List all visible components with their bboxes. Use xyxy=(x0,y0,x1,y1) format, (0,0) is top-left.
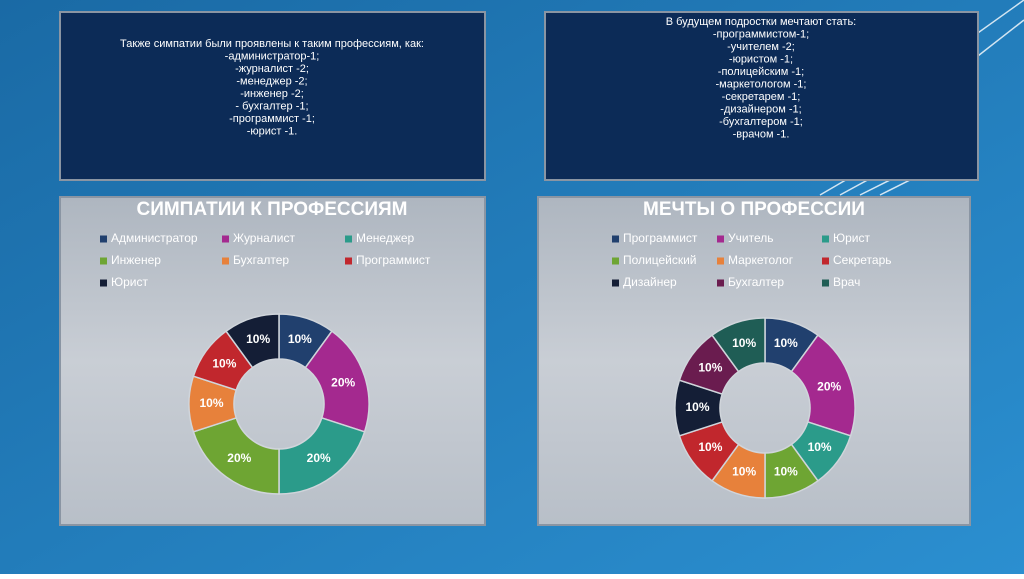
data-label: 20% xyxy=(307,451,331,465)
legend-swatch xyxy=(822,279,829,287)
legend-label: Программист xyxy=(623,231,698,245)
data-label: 10% xyxy=(774,464,798,478)
legend-label: Бухгалтер xyxy=(728,275,784,289)
legend-swatch xyxy=(100,235,107,243)
legend-label: Дизайнер xyxy=(623,275,677,289)
text-line: -учителем -2; xyxy=(727,41,795,53)
text-line: -менеджер -2; xyxy=(236,75,307,87)
legend-swatch xyxy=(612,235,619,243)
chart-title: МЕЧТЫ О ПРОФЕССИИ xyxy=(643,199,865,220)
legend-swatch xyxy=(717,235,724,243)
legend-swatch xyxy=(222,235,229,243)
text-line: -врачом -1. xyxy=(733,128,790,140)
legend-swatch xyxy=(612,279,619,287)
data-label: 10% xyxy=(808,440,832,454)
legend-label: Журналист xyxy=(233,231,295,245)
legend-swatch xyxy=(717,279,724,287)
legend-label: Программист xyxy=(356,253,431,267)
data-label: 20% xyxy=(331,375,355,389)
text-line: -маркетологом -1; xyxy=(716,78,807,90)
data-label: 10% xyxy=(199,396,223,410)
text-line: -секретарем -1; xyxy=(722,91,801,103)
data-label: 10% xyxy=(685,400,709,414)
text-line: -дизайнером -1; xyxy=(720,103,801,115)
legend-label: Юрист xyxy=(111,275,149,289)
legend-label: Секретарь xyxy=(833,253,892,267)
text-line: -программист -1; xyxy=(229,113,315,125)
donut-slice xyxy=(711,317,766,373)
text-line: В будущем подростки мечтают стать: xyxy=(666,16,857,28)
data-label: 20% xyxy=(227,451,251,465)
data-label: 10% xyxy=(732,336,756,350)
text-line: - бухгалтер -1; xyxy=(235,100,308,112)
data-label: 10% xyxy=(212,356,236,370)
legend-label: Полицейский xyxy=(623,253,697,267)
legend-swatch xyxy=(345,257,352,265)
legend-swatch xyxy=(222,257,229,265)
donut-slice xyxy=(225,313,280,369)
legend-swatch xyxy=(612,257,619,265)
text-line: -программистом-1; xyxy=(713,28,809,40)
text-line: -юристом -1; xyxy=(729,53,793,65)
text-box xyxy=(59,11,486,181)
data-label: 10% xyxy=(774,336,798,350)
text-line: -бухгалтером -1; xyxy=(719,116,803,128)
legend-label: Бухгалтер xyxy=(233,253,289,267)
legend-label: Администратор xyxy=(111,231,198,245)
legend-swatch xyxy=(100,279,107,287)
legend-swatch xyxy=(717,257,724,265)
legend-label: Инженер xyxy=(111,253,161,267)
data-label: 10% xyxy=(698,440,722,454)
text-line: -юрист -1. xyxy=(247,125,298,137)
legend-label: Менеджер xyxy=(356,231,415,245)
text-line: -администратор-1; xyxy=(225,50,320,62)
legend-label: Врач xyxy=(833,275,860,289)
text-box xyxy=(544,11,979,181)
legend-swatch xyxy=(100,257,107,265)
text-line: -журналист -2; xyxy=(235,63,309,75)
data-label: 10% xyxy=(698,360,722,374)
data-label: 10% xyxy=(246,332,270,346)
legend-label: Юрист xyxy=(833,231,871,245)
legend-swatch xyxy=(345,235,352,243)
data-label: 20% xyxy=(817,379,841,393)
data-label: 10% xyxy=(732,464,756,478)
legend-label: Маркетолог xyxy=(728,253,794,267)
legend-label: Учитель xyxy=(728,231,773,245)
text-line: Также симпатии были проявлены к таким пр… xyxy=(120,38,424,50)
legend-swatch xyxy=(822,235,829,243)
chart-title: СИМПАТИИ К ПРОФЕССИЯМ xyxy=(136,199,407,220)
text-line: -инженер -2; xyxy=(240,88,304,100)
data-label: 10% xyxy=(288,332,312,346)
legend-swatch xyxy=(822,257,829,265)
text-line: -полицейским -1; xyxy=(718,66,804,78)
